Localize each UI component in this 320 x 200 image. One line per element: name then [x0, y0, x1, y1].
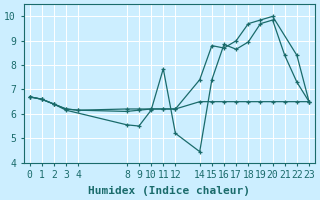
X-axis label: Humidex (Indice chaleur): Humidex (Indice chaleur) — [88, 186, 250, 196]
